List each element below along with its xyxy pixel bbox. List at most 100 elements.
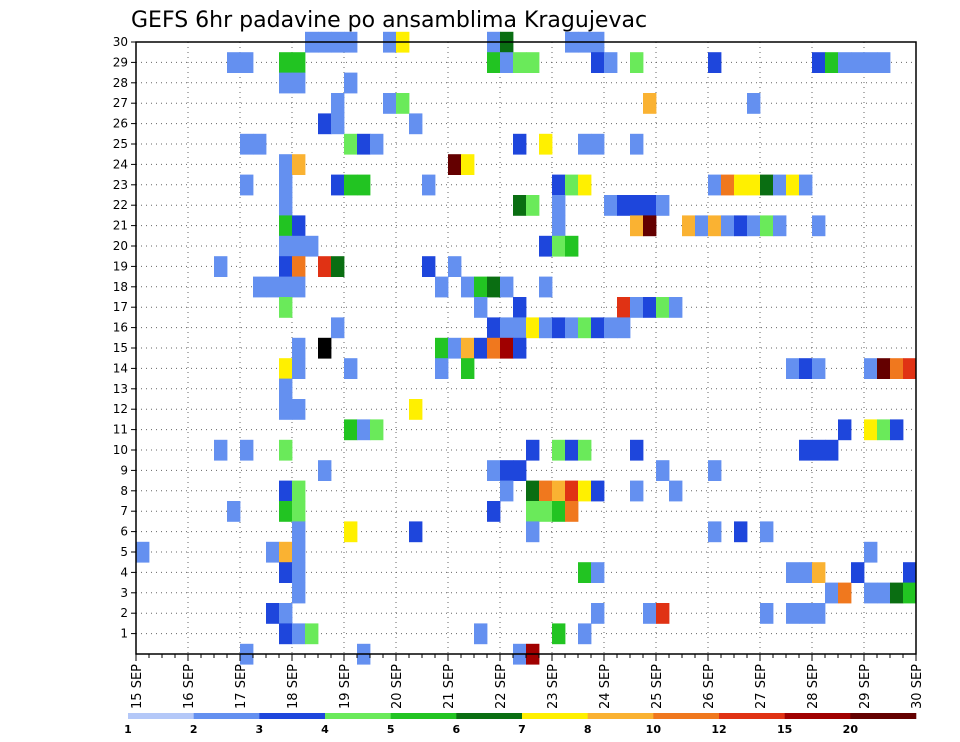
heatmap-cell [279,480,293,502]
heatmap-cell [721,215,735,237]
heatmap-cell [344,72,358,94]
heatmap-cell [552,480,566,502]
heatmap-cell [344,174,358,196]
heatmap-cell [578,317,592,339]
heatmap-cell [656,195,670,216]
x-tick-label: 23 SEP [546,664,561,709]
heatmap-cell [461,358,475,379]
heatmap-cell [747,215,761,237]
heatmap-cell [799,603,813,624]
heatmap-cell [786,562,800,583]
heatmap-cell [864,582,878,604]
heatmap-cell [331,113,345,135]
heatmap-cell [318,113,332,135]
legend-level-label: 12 [711,723,726,736]
heatmap-cell [591,603,605,624]
heatmap-cell [292,623,306,645]
heatmap-cell [422,256,436,277]
x-tick-label: 24 SEP [598,664,613,709]
heatmap-cell [266,603,280,624]
legend-color-swatch [325,713,391,719]
heatmap-cell [357,133,371,155]
heatmap-cell [253,276,267,298]
x-tick-label: 16 SEP [182,664,197,709]
heatmap-cell [903,358,917,379]
heatmap-cell [409,399,423,420]
heatmap-cell [591,133,605,155]
heatmap-cell [279,256,293,277]
x-tick-label: 18 SEP [286,664,301,709]
heatmap-cell [474,623,488,645]
heatmap-cell [903,562,917,583]
heatmap-cell [331,174,345,196]
heatmap-cell [604,195,618,216]
x-tick-label: 21 SEP [442,664,457,709]
heatmap-cell [565,235,579,257]
legend-level-label: 3 [256,723,264,736]
heatmap-cell [578,439,592,461]
heatmap-cell [643,93,657,114]
heatmap-cell [279,541,293,563]
heatmap-cell [838,582,852,604]
y-tick-label: 28 [113,76,128,90]
heatmap-cell [890,419,904,441]
heatmap-cell [786,603,800,624]
heatmap-cell [591,480,605,502]
heatmap-cell [461,276,475,298]
heatmap-cell [292,358,306,379]
heatmap-cell [669,297,683,318]
heatmap-cell [786,358,800,379]
heatmap-cell [279,235,293,257]
y-tick-label: 14 [113,361,128,375]
heatmap-cell [136,541,150,563]
heatmap-cell [292,480,306,502]
legend-color-swatch [522,713,588,719]
heatmap-cell [565,174,579,196]
heatmap-cell [708,52,722,73]
heatmap-cell [760,215,774,237]
heatmap-cell [877,419,891,441]
heatmap-cell [513,297,527,318]
heatmap-cell [604,52,618,73]
heatmap-cell [851,52,865,73]
heatmap-cell [279,358,293,379]
heatmap-cell [825,52,839,73]
heatmap-cell [292,337,306,359]
heatmap-cell [383,93,397,114]
heatmap-cell [279,399,293,420]
heatmap-cell [331,317,345,339]
heatmap-cell [864,358,878,379]
heatmap-cell [643,195,657,216]
heatmap-cell [591,52,605,73]
heatmap-cell [708,521,722,543]
heatmap-cell [591,562,605,583]
heatmap-cell [292,52,306,73]
heatmap-cell [903,582,917,604]
heatmap-cell [396,93,410,114]
heatmap-cell [812,562,826,583]
legend-level-label: 8 [584,723,592,736]
heatmap-cell [708,215,722,237]
y-tick-label: 19 [113,259,128,273]
heatmap-cell [656,603,670,624]
heatmap-cell [539,480,553,502]
x-tick-label: 26 SEP [702,664,717,709]
heatmap-cell [682,215,696,237]
heatmap-cell [617,297,631,318]
heatmap-cell [877,582,891,604]
heatmap-cell [812,439,826,461]
heatmap-cell [240,439,254,461]
heatmap-cell [292,582,306,604]
heatmap-cell [591,317,605,339]
x-tick-label: 19 SEP [338,664,353,709]
heatmap-cell [422,174,436,196]
heatmap-cell [292,276,306,298]
heatmap-cell [279,52,293,73]
heatmap-cell [240,133,254,155]
x-tick-label: 29 SEP [858,664,873,709]
heatmap-cell [630,215,644,237]
heatmap-cell [331,93,345,114]
heatmap-cell [331,256,345,277]
heatmap-cell [279,562,293,583]
legend-color-swatch [456,713,523,719]
